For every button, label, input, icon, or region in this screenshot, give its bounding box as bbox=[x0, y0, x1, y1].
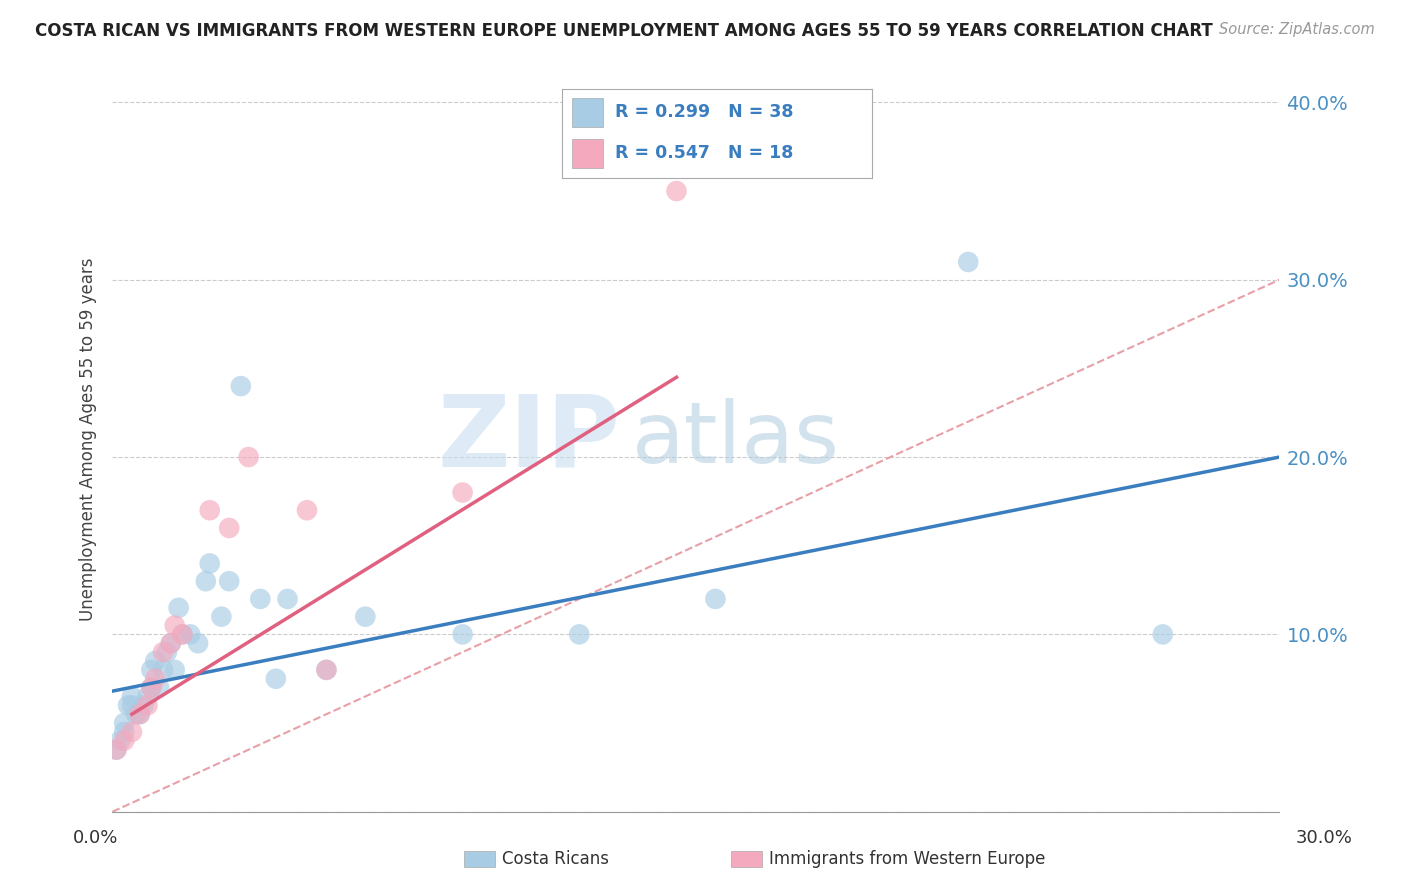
Point bbox=[121, 725, 143, 739]
Point bbox=[132, 698, 155, 713]
Point bbox=[128, 707, 150, 722]
Text: R = 0.547   N = 18: R = 0.547 N = 18 bbox=[614, 145, 793, 162]
Point bbox=[276, 591, 298, 606]
Point bbox=[143, 654, 166, 668]
Point bbox=[315, 663, 337, 677]
Text: 0.0%: 0.0% bbox=[73, 829, 118, 847]
Text: 30.0%: 30.0% bbox=[1296, 829, 1353, 847]
Point bbox=[112, 733, 135, 747]
Point bbox=[143, 672, 166, 686]
Point bbox=[187, 636, 209, 650]
Bar bbox=[572, 98, 603, 127]
Point bbox=[160, 636, 183, 650]
Point bbox=[451, 485, 474, 500]
Point bbox=[249, 591, 271, 606]
Point bbox=[295, 503, 318, 517]
Point bbox=[704, 591, 727, 606]
Point bbox=[167, 600, 190, 615]
Point bbox=[264, 672, 287, 686]
Point bbox=[163, 618, 186, 632]
Point bbox=[354, 609, 377, 624]
Point bbox=[198, 503, 221, 517]
Point bbox=[136, 698, 159, 713]
Point bbox=[105, 742, 128, 756]
Point bbox=[218, 574, 240, 589]
Point bbox=[105, 742, 128, 756]
Point bbox=[141, 681, 163, 695]
Point bbox=[665, 184, 688, 198]
Point bbox=[172, 627, 194, 641]
Point bbox=[957, 255, 980, 269]
Point bbox=[112, 716, 135, 731]
Point bbox=[152, 645, 174, 659]
Text: Immigrants from Western Europe: Immigrants from Western Europe bbox=[769, 850, 1046, 868]
Point bbox=[110, 733, 132, 747]
Point bbox=[568, 627, 591, 641]
Point bbox=[148, 681, 170, 695]
Point bbox=[121, 698, 143, 713]
Text: ZIP: ZIP bbox=[437, 391, 620, 488]
Point bbox=[198, 557, 221, 571]
Point bbox=[128, 707, 150, 722]
Text: Costa Ricans: Costa Ricans bbox=[502, 850, 609, 868]
Point bbox=[194, 574, 217, 589]
Point bbox=[163, 663, 186, 677]
Point bbox=[141, 681, 163, 695]
Point bbox=[229, 379, 252, 393]
Point bbox=[121, 690, 143, 704]
Bar bbox=[572, 139, 603, 168]
Text: atlas: atlas bbox=[631, 398, 839, 481]
Text: COSTA RICAN VS IMMIGRANTS FROM WESTERN EUROPE UNEMPLOYMENT AMONG AGES 55 TO 59 Y: COSTA RICAN VS IMMIGRANTS FROM WESTERN E… bbox=[35, 22, 1213, 40]
Point bbox=[117, 698, 139, 713]
Point bbox=[1152, 627, 1174, 641]
Y-axis label: Unemployment Among Ages 55 to 59 years: Unemployment Among Ages 55 to 59 years bbox=[79, 258, 97, 621]
Point bbox=[238, 450, 260, 464]
Text: R = 0.299   N = 38: R = 0.299 N = 38 bbox=[614, 103, 793, 121]
Point bbox=[141, 663, 163, 677]
Point bbox=[136, 690, 159, 704]
Text: Source: ZipAtlas.com: Source: ZipAtlas.com bbox=[1219, 22, 1375, 37]
Point bbox=[218, 521, 240, 535]
Point bbox=[112, 725, 135, 739]
Point bbox=[172, 627, 194, 641]
Point bbox=[451, 627, 474, 641]
Point bbox=[160, 636, 183, 650]
Point bbox=[209, 609, 232, 624]
Point bbox=[125, 707, 148, 722]
Point bbox=[152, 663, 174, 677]
Point bbox=[315, 663, 337, 677]
Point bbox=[156, 645, 179, 659]
Point bbox=[179, 627, 201, 641]
